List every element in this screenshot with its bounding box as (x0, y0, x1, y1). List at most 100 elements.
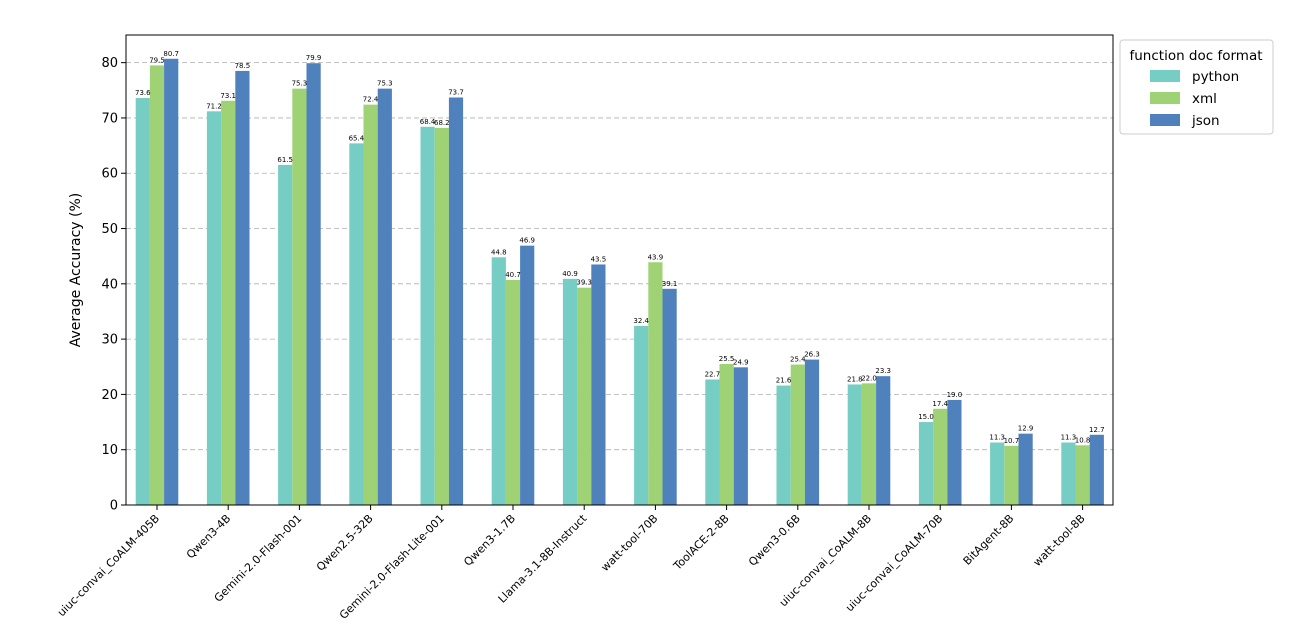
bar-xml (648, 262, 663, 505)
y-tick-label: 50 (101, 222, 118, 237)
bar-label-json: 23.3 (875, 367, 891, 375)
grid-lines (126, 62, 1113, 451)
legend-box (1119, 39, 1274, 135)
bar-python (206, 111, 222, 506)
bar-value-labels: 73.6 79.580.7 71.2 73.1 78.5 61.5 75.3 79.9 65.4… (135, 50, 1105, 445)
bar-label-json: 24.9 (733, 358, 749, 366)
bar-python (1061, 442, 1076, 505)
bar-label-json: 79.9 (306, 54, 322, 62)
bar-json (804, 359, 820, 505)
bar-label-xml: 25.5 (719, 355, 735, 363)
bar-label-python: 11.3 (1061, 434, 1077, 442)
bar-python (776, 385, 791, 505)
x-tick-label: Qwen3-1.7B (461, 512, 518, 569)
y-tick-label: 80 (101, 56, 118, 71)
x-tick-label: Qwen3-0.6B (746, 512, 803, 569)
bar-label-xml: 79.5 (149, 56, 165, 64)
bar-label-python: 21.6 (776, 377, 792, 385)
bar-label-python: 61.5 (277, 156, 293, 164)
x-tick-label: watt-tool-70B (599, 512, 661, 574)
bar-python (491, 257, 506, 505)
bar-label-xml: 25.4 (790, 356, 806, 364)
bar-json (1018, 433, 1033, 505)
bar-xml (292, 88, 307, 506)
bar-xml (149, 65, 165, 505)
bar-label-json: 43.5 (591, 255, 607, 263)
x-tick-label: uiuc-convai_CoALM-405B (55, 512, 162, 619)
bar-label-python: 22.7 (705, 370, 721, 378)
bar-xml (719, 364, 734, 505)
bar-label-python: 65.4 (349, 134, 365, 142)
bar-json (662, 288, 677, 505)
bar-label-json: 46.9 (519, 237, 535, 245)
bar-json (947, 399, 962, 505)
bar-label-json: 12.9 (1018, 425, 1034, 433)
bar-label-json: 39.1 (662, 280, 678, 288)
bar-label-json: 80.7 (163, 50, 179, 58)
bar-json (876, 376, 891, 505)
bar-label-xml: 43.9 (648, 253, 664, 261)
y-tick-label: 30 (101, 333, 118, 348)
bar-label-python: 40.9 (562, 270, 578, 278)
bar-label-python: 11.3 (989, 434, 1005, 442)
bar-label-xml: 75.3 (292, 80, 308, 88)
bar-xml (790, 364, 805, 505)
bar-python (135, 98, 150, 506)
plot-frame (125, 34, 1114, 506)
legend-swatch-python (1150, 70, 1180, 82)
bar-python (349, 143, 364, 505)
bar-xml (434, 127, 449, 506)
legend-swatch-xml (1150, 92, 1180, 104)
bar-label-xml: 22.0 (861, 374, 877, 382)
bar-label-xml: 73.1 (220, 92, 236, 100)
bar-xml (1075, 445, 1090, 505)
bar-xml (221, 100, 236, 506)
x-tick-label: ToolACE-2-8B (670, 512, 731, 573)
x-tick-label: watt-tool-8B (1031, 512, 1088, 569)
legend: function doc format python xml json (1119, 39, 1274, 135)
bar-json (164, 58, 179, 506)
bar-label-python: 73.6 (135, 89, 151, 97)
bar-python (918, 422, 934, 505)
bar-xml (363, 104, 378, 505)
bar-python (634, 325, 649, 505)
bar-label-xml: 68.2 (434, 119, 450, 127)
bar-label-python: 21.8 (847, 375, 863, 383)
bar-json (377, 88, 392, 506)
legend-label-python: python (1192, 69, 1239, 85)
bar-json (448, 97, 464, 505)
x-tick-label: Qwen2.5-32B (314, 512, 376, 574)
bar-label-xml: 72.4 (363, 96, 379, 104)
y-axis-title: Average Accuracy (%) (68, 193, 84, 348)
bar-json (306, 63, 321, 505)
bar-label-json: 12.7 (1089, 426, 1105, 434)
y-tick-label: 20 (101, 388, 118, 403)
bar-label-json: 78.5 (235, 62, 251, 70)
legend-label-xml: xml (1192, 91, 1217, 107)
legend-label-json: json (1191, 113, 1220, 129)
bar-label-python: 44.8 (491, 248, 507, 256)
bar-xml (1004, 445, 1019, 505)
legend-swatch-json (1150, 114, 1180, 126)
legend-title: function doc format (1129, 48, 1262, 64)
bar-python (847, 384, 862, 505)
bar-label-xml: 39.3 (576, 279, 592, 287)
bar-label-xml: 40.7 (505, 271, 521, 279)
bar-json (591, 264, 606, 505)
bar-json (1089, 434, 1104, 505)
bar-label-xml: 17.4 (932, 400, 948, 408)
bar-label-xml: 10.7 (1004, 437, 1020, 445)
legend-items: python xml json (1150, 69, 1239, 129)
x-axis: uiuc-convai_CoALM-405B Qwen3-4BGemini-2.0… (55, 505, 1088, 622)
bar-python (562, 278, 578, 505)
bar-label-json: 75.3 (377, 80, 393, 88)
bar-xml (505, 279, 521, 505)
bar-label-xml: 10.8 (1075, 436, 1091, 444)
y-tick-label: 70 (101, 111, 118, 126)
bar-python (420, 126, 435, 505)
x-tick-label: BitAgent-8B (961, 512, 1017, 568)
bar-label-python: 15.0 (918, 413, 934, 421)
bar-python (990, 442, 1005, 505)
x-tick-label: Qwen3-4B (184, 512, 233, 561)
